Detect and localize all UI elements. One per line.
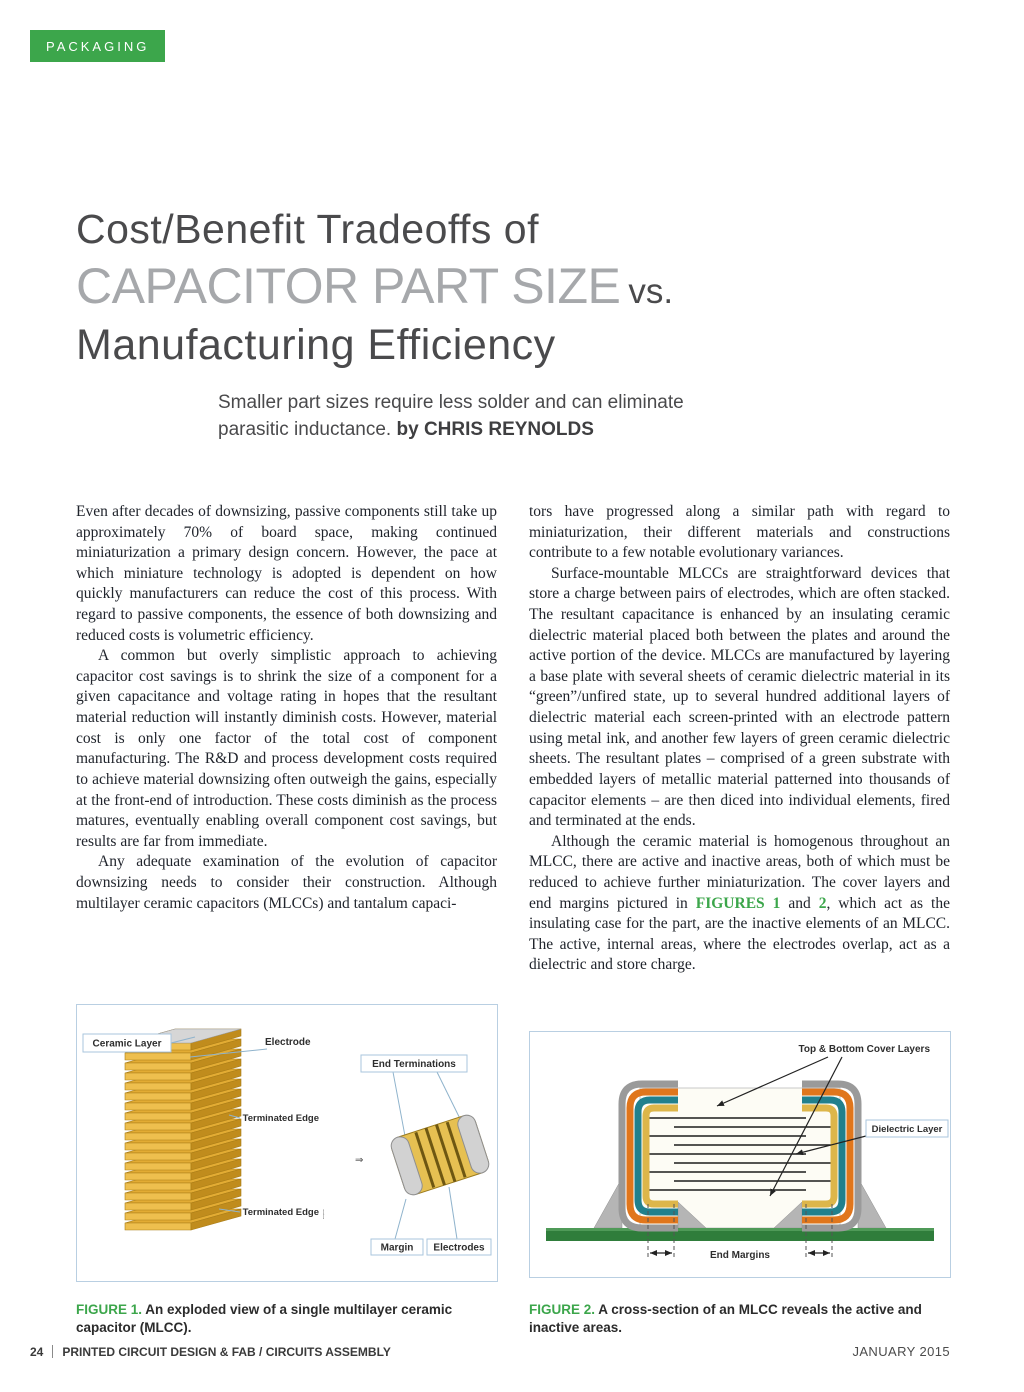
footer-divider (52, 1345, 54, 1358)
byline: by CHRIS REYNOLDS (396, 418, 594, 440)
end-margin-guides (647, 1204, 833, 1260)
paragraph-right-2: Surface-mountable MLCCs are straightforw… (529, 564, 950, 830)
implies-arrow-icon: ⇒ (355, 1155, 363, 1166)
capacitor-3d-graphic (390, 1114, 490, 1196)
figure1-label-terminated-edge-top: Terminated Edge (243, 1113, 319, 1124)
figure-2-caption-text: A cross-section of an MLCC reveals the a… (529, 1301, 922, 1335)
right-termination-graphic (802, 1080, 862, 1232)
figure-2: Top & Bottom Cover Layers Dielectric Lay… (529, 1031, 951, 1278)
figure-2-caption-label: FIGURE 2. (529, 1301, 596, 1317)
figure-1-caption-text: An exploded view of a single multilayer … (76, 1301, 453, 1335)
ceramic-layer-stack-graphic (124, 1028, 242, 1231)
paragraph-right-3: Although the ceramic material is homogen… (529, 832, 950, 976)
figure1-label-electrodes: Electrodes (433, 1243, 485, 1254)
figure-2-diagram: Top & Bottom Cover Layers Dielectric Lay… (546, 1044, 949, 1261)
figure1-label-electrode: Electrode (265, 1037, 311, 1048)
figure-reference-2: 2 (818, 894, 827, 912)
footer-left: 24 PRINTED CIRCUIT DESIGN & FAB / CIRCUI… (30, 1345, 391, 1359)
title-line-3: Manufacturing Efficiency (76, 321, 556, 369)
figure-1-caption-label: FIGURE 1. (76, 1301, 143, 1317)
title-line-2-main: CAPACITOR PART SIZE (76, 258, 621, 314)
figure1-label-end-terminations: End Terminations (372, 1059, 456, 1070)
figure-2-caption: FIGURE 2. A cross-section of an MLCC rev… (529, 1301, 949, 1337)
paragraph-right-3-mid: and (780, 894, 819, 912)
brace-glyph: } (323, 1208, 324, 1220)
title-line-2-vs: vs. (628, 272, 674, 311)
article-deck: Smaller part sizes require less solder a… (218, 390, 746, 443)
figure1-label-ceramic-layer: Ceramic Layer (93, 1039, 162, 1050)
figure2-label-cover-layers: Top & Bottom Cover Layers (799, 1044, 931, 1055)
electrodes-label-box (426, 1238, 492, 1256)
article-title: Cost/Benefit Tradeoffs of CAPACITOR PART… (76, 206, 673, 370)
paragraph-left-1: Even after decades of downsizing, passiv… (76, 503, 497, 644)
title-line-1: Cost/Benefit Tradeoffs of (76, 206, 539, 252)
annotation-arrows (716, 1056, 867, 1197)
figure-reference-1: FIGURES 1 (695, 894, 781, 912)
ceramic-layer-label-box (82, 1033, 172, 1053)
page-footer: 24 PRINTED CIRCUIT DESIGN & FAB / CIRCUI… (30, 1344, 950, 1359)
page-number: 24 (30, 1344, 44, 1359)
article-body: Even after decades of downsizing, passiv… (76, 502, 950, 976)
paragraph-right-3-tail: , which act as the insulating case for t… (529, 894, 950, 974)
figure2-label-end-margins: End Margins (710, 1250, 770, 1261)
figure2-label-dielectric: Dielectric Layer (872, 1124, 943, 1135)
electrode-plates-graphic (648, 1117, 832, 1191)
section-tag: PACKAGING (30, 30, 166, 62)
paragraph-left-2: A common but overly simplistic approach … (76, 647, 497, 850)
column-right: tors have progressed along a similar pat… (529, 502, 950, 976)
deck-text: Smaller part sizes require less solder a… (218, 392, 684, 440)
figure1-label-terminated-edge-bottom: Terminated Edge (243, 1207, 319, 1218)
figure1-label-margin: Margin (381, 1243, 414, 1254)
figure-1-diagram: } ⇒ Ceramic Layer Electrode End Terminat… (82, 1028, 492, 1256)
publication-name: PRINTED CIRCUIT DESIGN & FAB / CIRCUITS … (62, 1344, 391, 1359)
title-line-2: CAPACITOR PART SIZE vs. (76, 261, 673, 311)
paragraph-right-1: tors have progressed along a similar pat… (529, 503, 950, 562)
paragraph-right-3-text: Although the ceramic material is homogen… (529, 832, 950, 912)
dielectric-label-box (865, 1119, 949, 1138)
column-left: Even after decades of downsizing, passiv… (76, 502, 497, 976)
left-termination-graphic (618, 1080, 678, 1232)
end-terminations-label-box (360, 1054, 468, 1073)
figure-1-caption: FIGURE 1. An exploded view of a single m… (76, 1301, 496, 1337)
paragraph-left-3: Any adequate examination of the evolutio… (76, 853, 497, 912)
issue-date: JANUARY 2015 (852, 1344, 950, 1359)
margin-label-box (370, 1238, 424, 1256)
figure-1: } ⇒ Ceramic Layer Electrode End Terminat… (76, 1004, 498, 1282)
